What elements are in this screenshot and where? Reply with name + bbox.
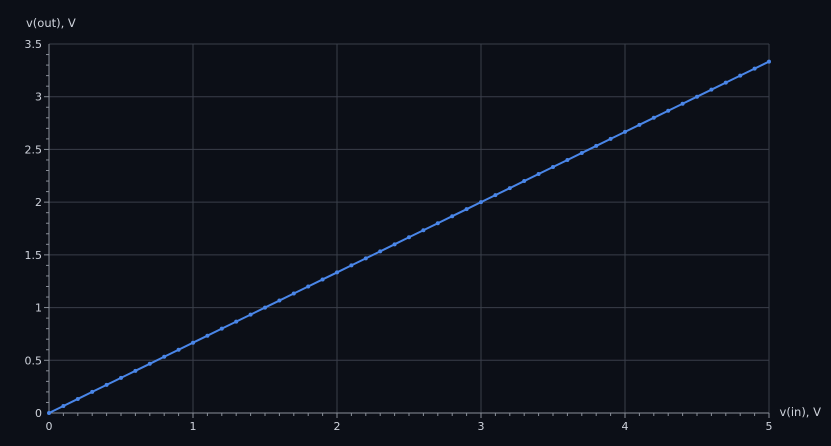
y-tick-label: 1 [35,302,42,315]
label-layer: v(out), V v(in), V 0 1 2 3 4 5 0 0.5 1 1.5 2 2.5 3 3.… [25,16,822,433]
data-point [234,319,239,324]
data-point [608,136,613,141]
data-point [104,382,109,387]
data-point [594,143,599,148]
y-tick-label: 3.5 [25,38,43,51]
axis-layer [44,44,770,418]
x-tick-label: 0 [46,420,53,433]
y-tick-label: 2 [35,196,42,209]
data-point [680,101,685,106]
y-tick-label: 3 [35,91,42,104]
x-axis-title: v(in), V [780,405,822,419]
data-point [723,80,728,85]
data-point [335,270,339,275]
y-tick-label: 0.5 [25,354,43,367]
data-point [767,59,771,64]
x-tick-label: 1 [190,420,197,433]
data-point [320,277,325,282]
x-tick-label: 5 [766,420,773,433]
y-tick-label: 2.5 [25,143,43,156]
data-point [709,87,714,92]
data-point [479,200,483,205]
data-point [579,150,584,155]
y-tick-label: 1.5 [25,249,43,262]
data-point [291,291,296,296]
data-point [119,375,123,380]
data-point [522,179,527,184]
data-point [651,115,656,120]
grid-layer [49,43,770,413]
data-point [435,221,440,226]
series-layer [47,59,771,415]
data-point [61,403,66,408]
data-point [277,298,282,303]
data-point [695,94,699,99]
data-point [421,228,426,233]
data-point [162,354,167,359]
y-axis-title: v(out), V [26,16,76,30]
data-point [47,411,51,415]
data-point [565,157,570,162]
data-point [666,108,671,113]
data-point [637,122,642,127]
data-point [464,207,469,212]
data-point [205,333,210,338]
data-point [450,214,455,219]
data-point [507,186,512,191]
y-tick-label: 0 [35,407,42,420]
data-point [306,284,311,289]
x-tick-label: 2 [334,420,341,433]
data-point [90,389,95,394]
data-point [623,129,627,134]
data-point [176,347,181,352]
data-point [133,368,138,373]
x-tick-label: 3 [478,420,485,433]
data-point [551,165,555,170]
data-point [191,340,195,345]
x-tick-label: 4 [622,420,629,433]
data-point [263,305,267,310]
data-point [378,249,383,254]
data-point [349,263,354,268]
data-point [392,242,397,247]
data-point [147,361,152,366]
data-point [248,312,253,317]
data-point [219,326,224,331]
data-point [536,172,541,177]
data-point [363,256,368,261]
data-point [752,66,757,71]
data-point [493,193,498,198]
data-point [407,235,411,240]
data-point [738,73,743,78]
data-point [75,396,80,401]
